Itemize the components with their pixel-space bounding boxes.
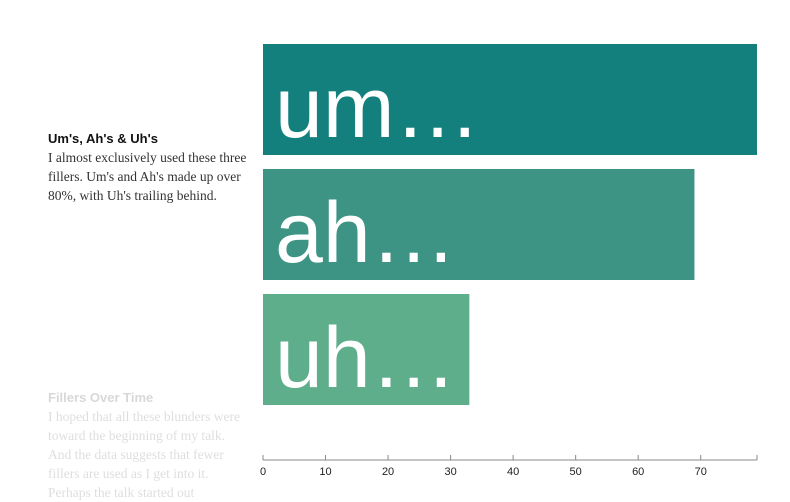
story-sidebar: Um's, Ah's & Uh's I almost exclusively u… [48,0,248,500]
x-axis: 0 10 20 30 40 50 60 70 [260,455,758,478]
section-title: Um's, Ah's & Uh's [48,131,158,146]
x-tick-label: 20 [382,466,394,478]
x-tick-label: 50 [570,466,582,478]
x-tick-label: 30 [444,466,456,478]
x-tick-label: 10 [319,466,331,478]
bar [263,294,470,405]
story-section-active: Um's, Ah's & Uh's I almost exclusively u… [48,130,248,205]
bar [263,44,757,155]
bar [263,169,695,280]
x-tick-label: 60 [632,466,644,478]
x-tick-label: 70 [695,466,707,478]
bar-label: uh… [275,310,457,406]
bars-group: um… ah… uh… [263,44,757,406]
bar-label: ah… [275,185,457,281]
x-tick-label: 40 [507,466,519,478]
section-body: I almost exclusively used these three fi… [48,150,247,203]
x-tick-label: 0 [260,466,266,478]
section-title: Fillers Over Time [48,390,154,405]
bar-label: um… [275,60,480,156]
